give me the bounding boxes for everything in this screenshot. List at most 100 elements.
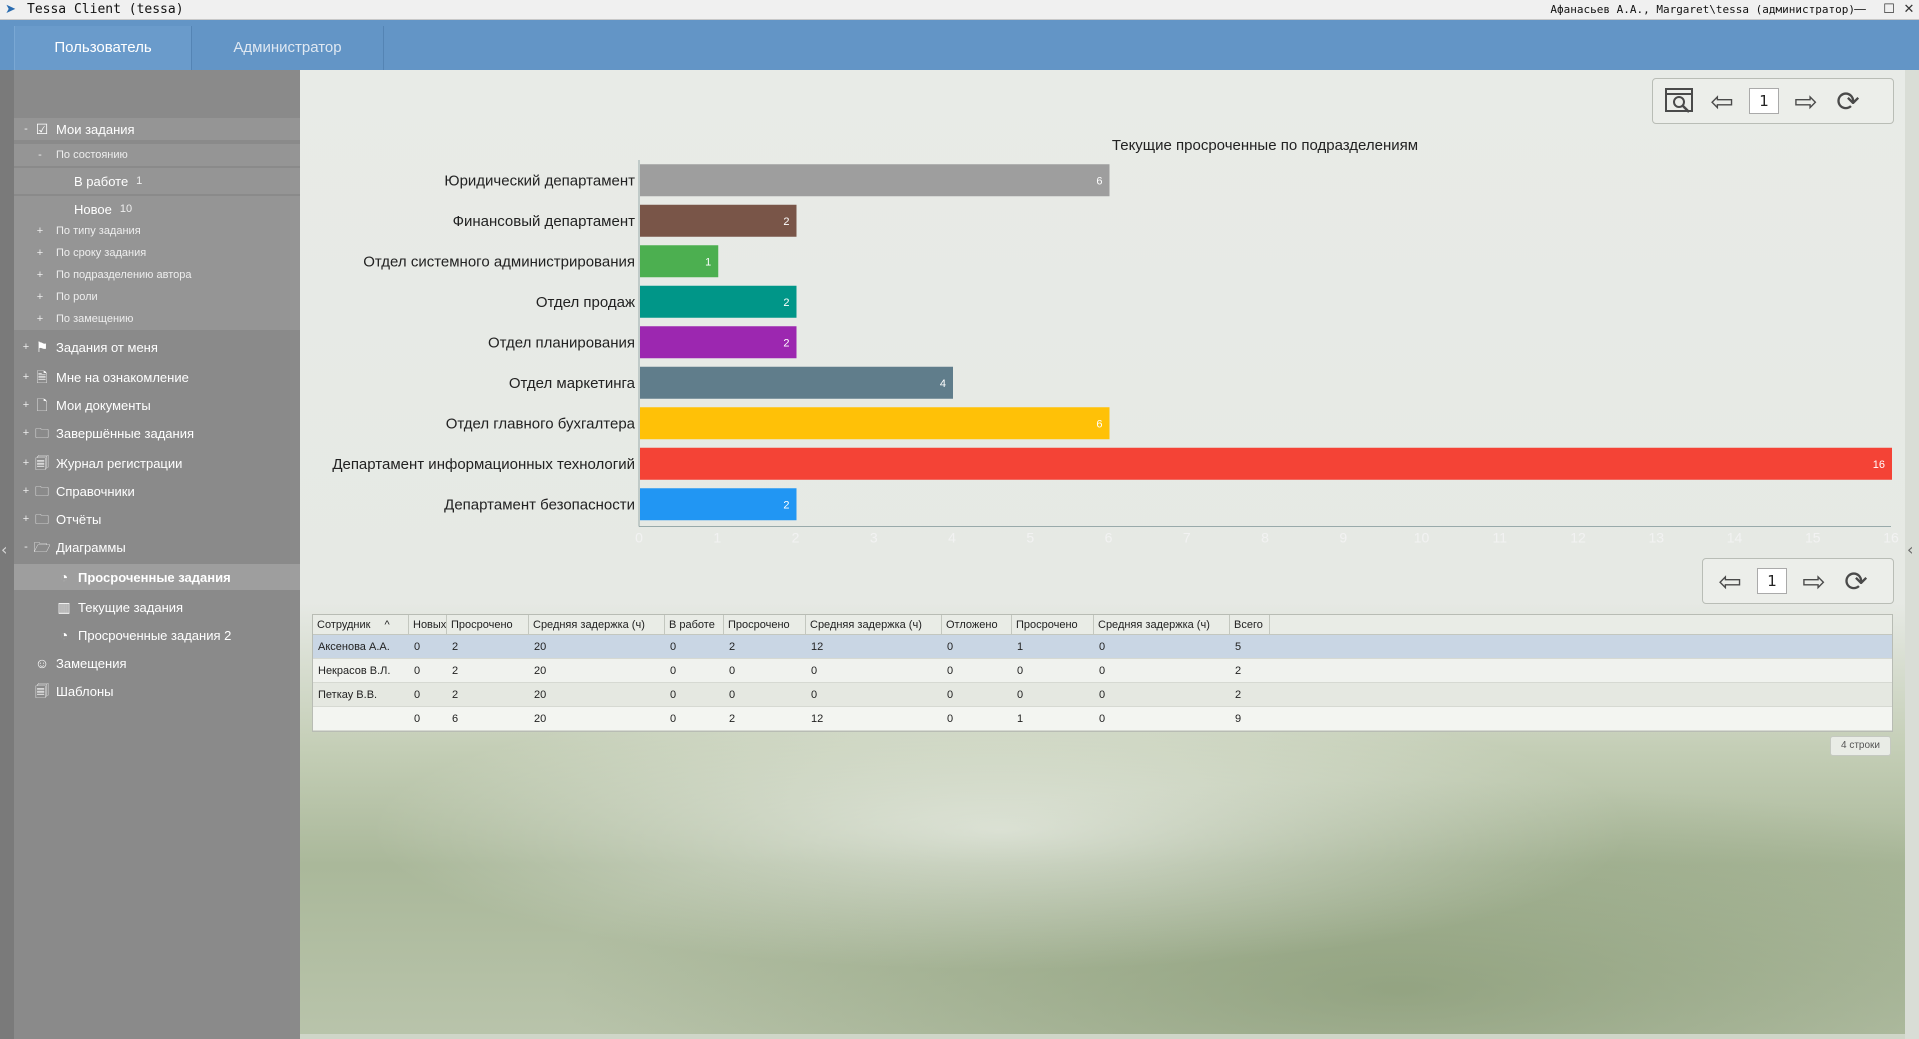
sidebar-item[interactable]: ☺ Замещения xyxy=(14,650,300,676)
table-cell: 2 xyxy=(1235,689,1242,701)
table-cell: Аксенова А.А. xyxy=(318,641,390,653)
bar-value-label: 2 xyxy=(783,216,789,228)
chart-toolbar: ⇦ 1 ⇨ ⟳ xyxy=(1652,78,1894,124)
expand-icon[interactable]: + xyxy=(36,247,44,259)
arrow-right-icon[interactable]: ⇨ xyxy=(1794,84,1818,118)
column-header[interactable]: Средняя задержка (ч) xyxy=(806,615,942,634)
left-collapse-strip[interactable]: ‹ xyxy=(0,70,14,1039)
sidebar-item[interactable]: + 🗋 Мои документы xyxy=(14,392,300,418)
sidebar-item[interactable]: + 🗐 Журнал регистрации xyxy=(14,450,300,476)
chevron-left-icon[interactable]: ‹ xyxy=(1,540,8,559)
tab-admin[interactable]: Администратор xyxy=(192,26,384,70)
x-tick-label: 13 xyxy=(1648,530,1664,546)
column-header[interactable]: В работе xyxy=(665,615,724,634)
table-cell: 2 xyxy=(452,665,459,677)
expand-icon[interactable]: + xyxy=(36,225,44,237)
expand-icon[interactable]: + xyxy=(22,513,30,525)
sidebar-item[interactable]: - 🗁 Диаграммы xyxy=(14,534,300,560)
collapse-icon[interactable]: - xyxy=(38,149,42,161)
column-header[interactable]: Отложено xyxy=(942,615,1012,634)
window-titlebar: ➤ Tessa Client (tessa) Афанасьев А.А., M… xyxy=(0,0,1919,20)
column-header[interactable]: Сотрудник ^ xyxy=(313,615,409,634)
bar xyxy=(640,366,953,399)
sidebar-item[interactable]: ◔ Просроченные задания xyxy=(14,564,300,590)
column-header[interactable]: Средняя задержка (ч) xyxy=(1094,615,1230,634)
table-cell: 0 xyxy=(414,713,421,725)
sidebar-item[interactable]: Новое 10 xyxy=(14,196,300,222)
document-eye-icon: 🗎 xyxy=(36,369,48,385)
page-number[interactable]: 1 xyxy=(1757,568,1787,594)
page-number[interactable]: 1 xyxy=(1749,88,1779,114)
sidebar-item[interactable]: В работе 1 xyxy=(14,168,300,194)
table-cell: 0 xyxy=(1099,689,1106,701)
table-row[interactable]: Некрасов В.Л. 0 2 20 0 0 0 0 0 0 2 xyxy=(313,659,1892,683)
bar-value-label: 2 xyxy=(783,337,789,349)
column-header[interactable]: Просрочено xyxy=(724,615,806,634)
bar xyxy=(640,204,797,237)
refresh-icon[interactable]: ⟳ xyxy=(1844,564,1868,598)
sidebar-item-label: По состоянию xyxy=(56,149,128,161)
chevron-left-icon[interactable]: ‹ xyxy=(1907,540,1914,559)
sidebar-item[interactable]: + По замещению xyxy=(14,308,300,330)
table-row[interactable]: Аксенова А.А. 0 2 20 0 2 12 0 1 0 5 xyxy=(313,635,1892,659)
sidebar-item[interactable]: + По типу задания xyxy=(14,220,300,242)
table-cell: 0 xyxy=(1099,713,1106,725)
column-header[interactable]: Просрочено xyxy=(447,615,529,634)
column-header[interactable]: Всего xyxy=(1230,615,1270,634)
table-row[interactable]: Петкау В.В. 0 2 20 0 0 0 0 0 0 2 xyxy=(313,683,1892,707)
maximize-icon[interactable]: ☐ xyxy=(1883,2,1895,17)
sidebar-item[interactable]: ◔ Просроченные задания 2 xyxy=(14,622,300,648)
expand-icon[interactable]: + xyxy=(22,399,30,411)
item-count: 1 xyxy=(136,175,143,187)
table-cell: 0 xyxy=(811,665,818,677)
sidebar-item[interactable]: + 🗀 Завершённые задания xyxy=(14,420,300,446)
column-header[interactable]: Новых xyxy=(409,615,447,634)
expand-icon[interactable]: + xyxy=(22,457,30,469)
sidebar-item[interactable]: + По подразделению автора xyxy=(14,264,300,286)
collapse-icon[interactable]: - xyxy=(24,123,28,135)
close-icon[interactable]: ✕ xyxy=(1903,2,1915,17)
sidebar-item[interactable]: + По роли xyxy=(14,286,300,308)
expand-icon[interactable]: + xyxy=(36,291,44,303)
table-toolbar: ⇦ 1 ⇨ ⟳ xyxy=(1702,558,1894,604)
sidebar-item[interactable]: + По сроку задания xyxy=(14,242,300,264)
column-header-label: Средняя задержка (ч) xyxy=(533,619,645,631)
main-tabbar: Пользователь Администратор xyxy=(0,20,1919,70)
right-collapse-strip[interactable]: ‹ xyxy=(1905,70,1919,1039)
collapse-icon[interactable]: - xyxy=(24,541,28,553)
table-cell xyxy=(313,707,409,730)
sidebar-item[interactable]: + 🗀 Отчёты xyxy=(14,506,300,532)
column-header[interactable]: Средняя задержка (ч) xyxy=(529,615,665,634)
sidebar-item[interactable]: ▥ Текущие задания xyxy=(14,594,300,620)
arrow-left-icon[interactable]: ⇦ xyxy=(1718,564,1742,598)
table-row[interactable]: 0 6 20 0 2 12 0 1 0 9 xyxy=(313,707,1892,731)
arrow-right-icon[interactable]: ⇨ xyxy=(1802,564,1826,598)
x-tick-label: 12 xyxy=(1570,530,1586,546)
sidebar-item-label: Отчёты xyxy=(56,511,102,527)
column-header[interactable]: Просрочено xyxy=(1012,615,1094,634)
table-header: Сотрудник ^ Новых Просрочено Средняя задержк… xyxy=(313,615,1892,635)
arrow-left-icon[interactable]: ⇦ xyxy=(1710,84,1734,118)
sidebar-item[interactable]: + 🗎 Мне на ознакомление xyxy=(14,364,300,390)
expand-icon[interactable]: + xyxy=(22,427,30,439)
bar-value-label: 16 xyxy=(1873,459,1885,471)
expand-icon[interactable]: + xyxy=(22,485,30,497)
expand-icon[interactable]: + xyxy=(22,341,30,353)
employee-table: Сотрудник ^ Новых Просрочено Средняя задержк… xyxy=(312,614,1893,732)
expand-icon[interactable]: + xyxy=(22,371,30,383)
expand-icon[interactable]: + xyxy=(36,269,44,281)
sidebar-item[interactable]: 🗐 Шаблоны xyxy=(14,678,300,704)
sidebar-item[interactable]: + ⚑ Задания от меня xyxy=(14,334,300,360)
refresh-icon[interactable]: ⟳ xyxy=(1836,84,1860,118)
table-cell: 2 xyxy=(729,641,736,653)
sidebar-item[interactable]: - По состоянию xyxy=(14,144,300,166)
tab-user[interactable]: Пользователь xyxy=(14,26,192,70)
sidebar-item[interactable]: + 🗀 Справочники xyxy=(14,478,300,504)
expand-icon[interactable]: + xyxy=(36,313,44,325)
search-window-icon[interactable] xyxy=(1659,83,1701,119)
sidebar-item[interactable]: - ☑ Мои задания xyxy=(14,118,300,140)
minimize-icon[interactable]: — xyxy=(1853,2,1867,17)
sort-ascending-icon: ^ xyxy=(384,619,390,631)
column-header-label: Просрочено xyxy=(451,619,513,631)
category-label: Отдел маркетинга xyxy=(509,375,636,392)
